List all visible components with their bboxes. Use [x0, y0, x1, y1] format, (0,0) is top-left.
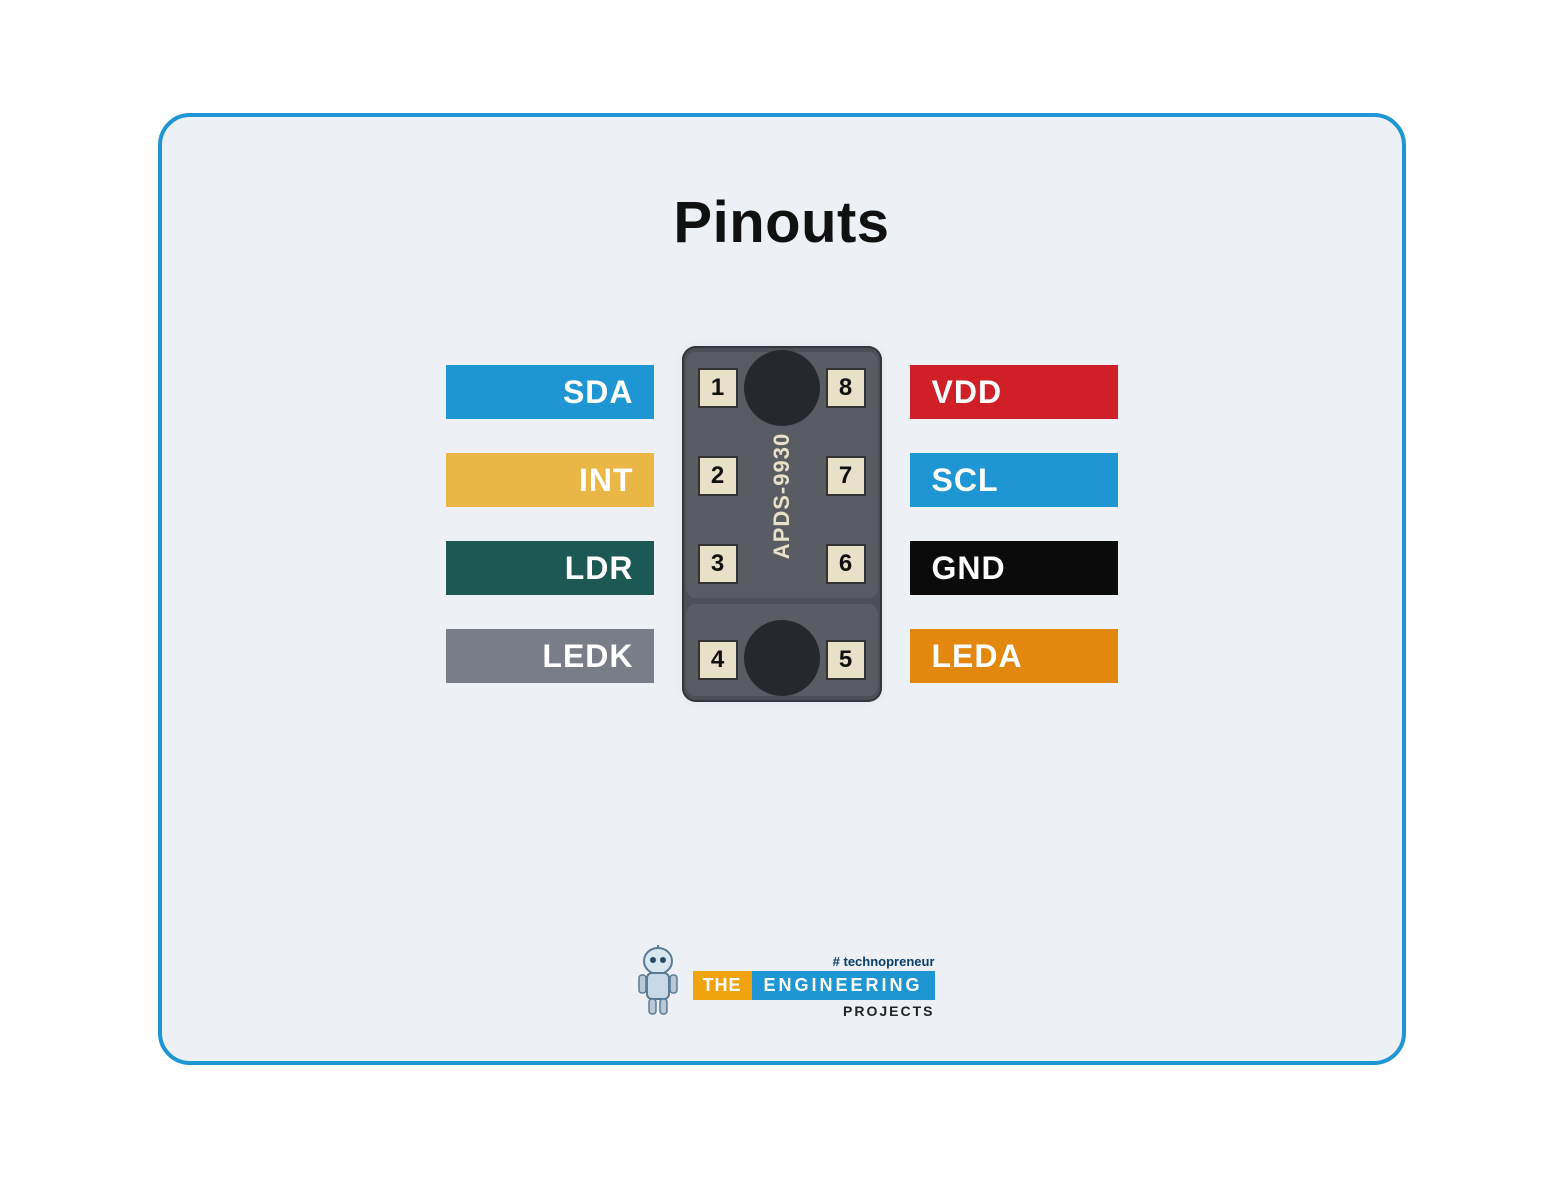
logo-word-engineering: ENGINEERING [751, 971, 934, 1000]
page-title: Pinouts [673, 189, 889, 256]
pin-label-int: INT [446, 453, 654, 507]
pin-label-leda: LEDA [910, 629, 1118, 683]
pin-label-gnd: GND [910, 541, 1118, 595]
pin-label-scl: SCL [910, 453, 1118, 507]
pin-pad-4: 4 [698, 640, 738, 680]
chip-body: APDS-9930 1 2 3 4 8 7 6 5 [682, 346, 882, 702]
sensor-lens-bottom-icon [744, 620, 820, 696]
logo-hashtag: # technopreneur [833, 954, 935, 969]
pin-pad-6: 6 [826, 544, 866, 584]
sensor-lens-top-icon [744, 350, 820, 426]
chip-part-number: APDS-9930 [769, 432, 795, 558]
logo-text-block: # technopreneur THE ENGINEERING PROJECTS [692, 954, 934, 1019]
site-logo: # technopreneur THE ENGINEERING PROJECTS [628, 945, 934, 1019]
pin-pad-5: 5 [826, 640, 866, 680]
right-pin-labels: VDD SCL GND LEDA [910, 365, 1118, 683]
pin-pad-7: 7 [826, 456, 866, 496]
pin-pad-1: 1 [698, 368, 738, 408]
pin-label-ldr: LDR [446, 541, 654, 595]
logo-word-the: THE [692, 971, 751, 1000]
pin-label-vdd: VDD [910, 365, 1118, 419]
pin-pad-3: 3 [698, 544, 738, 584]
pinout-card: Pinouts SDA INT LDR LEDK APDS-9930 1 2 3… [158, 113, 1406, 1065]
logo-bar: THE ENGINEERING [692, 971, 934, 1000]
pin-pad-8: 8 [826, 368, 866, 408]
pin-pad-2: 2 [698, 456, 738, 496]
pin-label-sda: SDA [446, 365, 654, 419]
left-pin-labels: SDA INT LDR LEDK [446, 365, 654, 683]
pin-label-ledk: LEDK [446, 629, 654, 683]
robot-icon [628, 945, 686, 1019]
pinout-diagram: SDA INT LDR LEDK APDS-9930 1 2 3 4 8 7 6… [446, 346, 1118, 702]
logo-word-projects: PROJECTS [843, 1003, 934, 1019]
